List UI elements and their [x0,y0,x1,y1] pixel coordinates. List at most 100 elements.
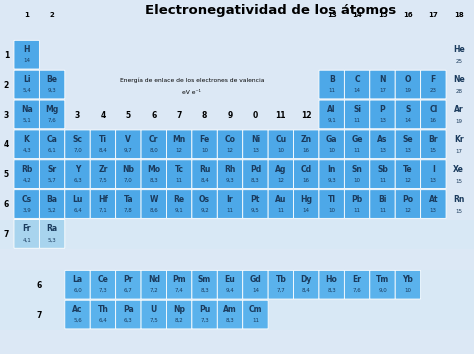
Text: 25: 25 [455,59,462,64]
Text: 8,0: 8,0 [149,148,158,153]
FancyBboxPatch shape [319,100,345,129]
Text: Na: Na [21,105,33,114]
FancyBboxPatch shape [90,130,116,159]
Text: 14: 14 [352,12,362,18]
FancyBboxPatch shape [39,130,65,159]
Text: Be: Be [46,75,58,84]
Text: 15: 15 [455,179,462,184]
FancyBboxPatch shape [217,130,243,159]
Text: He: He [453,45,465,55]
Text: O: O [405,75,411,84]
Text: 5: 5 [4,170,9,179]
FancyBboxPatch shape [370,70,395,99]
FancyBboxPatch shape [116,130,141,159]
FancyBboxPatch shape [217,270,243,299]
Text: 13: 13 [379,148,386,153]
Text: Ti: Ti [99,135,107,144]
FancyBboxPatch shape [141,190,166,218]
Text: 11: 11 [354,207,361,213]
Text: Rb: Rb [21,165,32,174]
Text: B: B [329,75,335,84]
FancyBboxPatch shape [116,300,141,329]
FancyBboxPatch shape [319,190,345,218]
Text: 7,0: 7,0 [124,178,133,183]
Text: Pt: Pt [251,195,260,204]
Text: Zr: Zr [98,165,108,174]
FancyBboxPatch shape [370,270,395,299]
FancyBboxPatch shape [192,190,217,218]
Text: 8,3: 8,3 [251,178,260,183]
FancyBboxPatch shape [345,70,370,99]
Text: 7: 7 [176,110,182,120]
Text: 1: 1 [4,51,9,60]
Text: Mo: Mo [147,165,160,174]
FancyBboxPatch shape [90,160,116,188]
Text: Au: Au [275,195,286,204]
Text: 11: 11 [354,148,361,153]
FancyBboxPatch shape [268,270,293,299]
Text: 11: 11 [379,178,386,183]
FancyBboxPatch shape [166,270,192,299]
Text: Ir: Ir [227,195,233,204]
Text: 6,3: 6,3 [124,318,133,323]
Text: 5,2: 5,2 [48,207,56,213]
FancyBboxPatch shape [243,190,268,218]
Text: 9,5: 9,5 [251,207,260,213]
Text: 12: 12 [404,207,411,213]
Text: Th: Th [98,305,109,314]
FancyBboxPatch shape [345,270,370,299]
Text: 6,3: 6,3 [73,178,82,183]
Text: 14: 14 [404,118,411,123]
Text: Ac: Ac [72,305,83,314]
Text: Ru: Ru [199,165,210,174]
Text: Gd: Gd [249,275,261,284]
Text: 7,3: 7,3 [99,288,107,293]
Text: Sb: Sb [377,165,388,174]
FancyBboxPatch shape [39,160,65,188]
FancyBboxPatch shape [166,130,192,159]
Text: Cr: Cr [149,135,158,144]
FancyBboxPatch shape [420,130,446,159]
Text: 8,4: 8,4 [99,148,107,153]
Text: 2: 2 [50,12,55,18]
FancyBboxPatch shape [420,190,446,218]
FancyBboxPatch shape [141,300,166,329]
Text: 7,5: 7,5 [149,318,158,323]
Text: 15: 15 [430,148,437,153]
FancyBboxPatch shape [39,100,65,129]
Text: In: In [328,165,336,174]
Text: Ho: Ho [326,275,337,284]
FancyBboxPatch shape [39,190,65,218]
Text: 7,0: 7,0 [73,148,82,153]
Text: Mg: Mg [46,105,59,114]
FancyBboxPatch shape [395,190,420,218]
Text: 23: 23 [430,88,437,93]
Text: Dy: Dy [301,275,312,284]
FancyBboxPatch shape [420,70,446,99]
Text: 8,4: 8,4 [200,178,209,183]
Text: 8,4: 8,4 [302,288,310,293]
Text: 7,7: 7,7 [276,288,285,293]
Text: Ge: Ge [351,135,363,144]
Text: Ar: Ar [454,105,464,114]
Text: 9,2: 9,2 [200,207,209,213]
FancyBboxPatch shape [395,160,420,188]
Text: 6: 6 [4,200,9,209]
FancyBboxPatch shape [141,130,166,159]
Text: Sn: Sn [352,165,363,174]
Text: 9,0: 9,0 [378,288,387,293]
Text: Tb: Tb [275,275,286,284]
Text: 8,3: 8,3 [200,288,209,293]
FancyBboxPatch shape [370,100,395,129]
Text: Tm: Tm [376,275,389,284]
Text: S: S [405,105,410,114]
Text: Lu: Lu [73,195,82,204]
Text: 14: 14 [354,88,361,93]
FancyBboxPatch shape [166,300,192,329]
FancyBboxPatch shape [65,130,90,159]
Text: 3: 3 [4,110,9,120]
Text: 5,6: 5,6 [73,318,82,323]
FancyBboxPatch shape [243,270,268,299]
FancyBboxPatch shape [293,190,319,218]
Text: Pr: Pr [124,275,133,284]
